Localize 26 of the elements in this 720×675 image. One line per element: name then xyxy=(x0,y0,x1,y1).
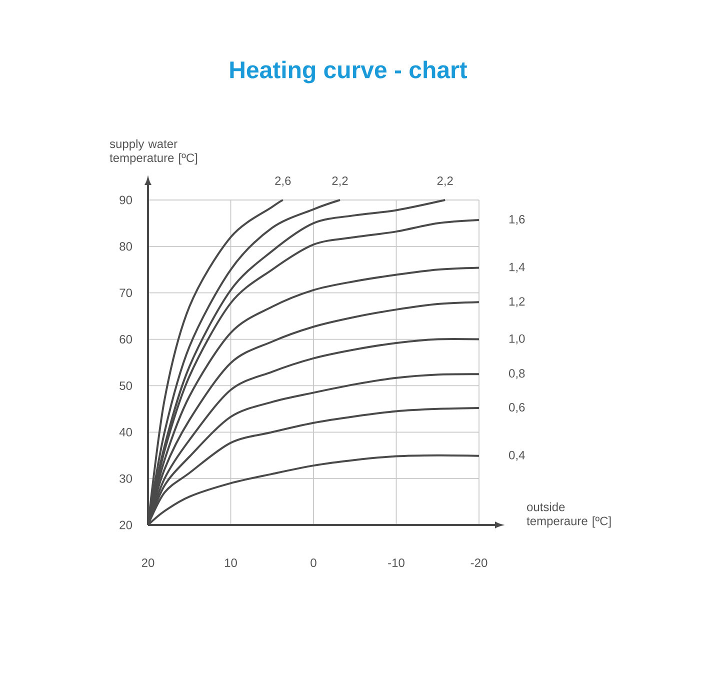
y-tick-label: 50 xyxy=(120,381,132,390)
series-label: 2,2 xyxy=(332,176,348,186)
series-label: 2,2 xyxy=(437,176,453,186)
text: 0,4 xyxy=(509,450,525,461)
text: 0,8 xyxy=(509,369,525,380)
text: 1,6 xyxy=(509,215,525,225)
x-axis-title: outside temperaure [ºC] xyxy=(526,502,611,528)
y-tick-label: 80 xyxy=(120,242,132,251)
x-tick-label: 20 xyxy=(142,558,154,568)
y-tick-label: 40 xyxy=(119,428,132,436)
text: 0,6 xyxy=(509,403,525,413)
chart-title: Heating curve - chart xyxy=(230,60,468,84)
text: 1,2 xyxy=(509,297,525,308)
x-tick-label: -20 xyxy=(470,558,488,568)
y-tick-label: 90 xyxy=(120,196,132,204)
x-tick-label: -10 xyxy=(388,558,404,568)
y-tick-label: 70 xyxy=(120,288,132,298)
y-tick-label: 20 xyxy=(120,520,132,530)
x-tick-label: 10 xyxy=(224,558,237,568)
y-tick-label: 30 xyxy=(120,474,132,483)
text: 1,0 xyxy=(509,334,525,344)
y-tick-label: 60 xyxy=(120,335,132,344)
text: 1,4 xyxy=(509,262,525,273)
y-axis-title: supply water temperature [ºC] xyxy=(110,139,198,164)
x-tick-label: 0 xyxy=(310,558,316,568)
series-label: 2,6 xyxy=(275,176,291,186)
